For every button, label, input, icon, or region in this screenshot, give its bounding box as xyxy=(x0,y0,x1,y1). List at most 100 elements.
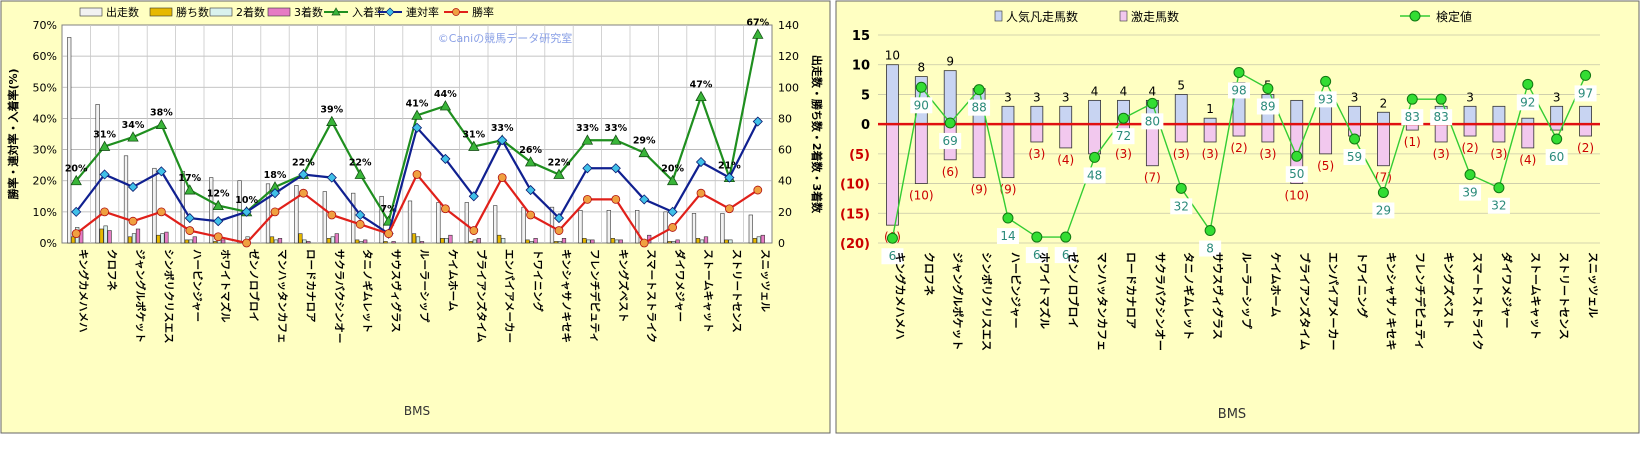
bar-1-1 xyxy=(99,228,104,244)
legend-swatch xyxy=(994,10,1003,22)
data-label: 31% xyxy=(93,129,116,140)
legend-marker xyxy=(452,8,460,16)
bar-ninki xyxy=(1059,105,1073,125)
bar-0-0 xyxy=(464,202,469,244)
marker-circle xyxy=(298,188,308,198)
bar-value-label: (7) xyxy=(1144,171,1161,185)
legend-swatch xyxy=(149,7,173,17)
bar-1-1 xyxy=(355,239,360,244)
bar-3-3 xyxy=(135,228,141,244)
test-value-label: 6 xyxy=(889,249,897,263)
category-label: キングズベスト xyxy=(1442,252,1456,329)
marker-diamond xyxy=(355,209,366,221)
bar-ninki xyxy=(1463,105,1477,125)
category-label: サウスヴィグラス xyxy=(390,249,403,333)
bar-value-label: 8 xyxy=(917,61,925,75)
bar-2-2 xyxy=(415,236,421,244)
bar-ninki xyxy=(886,64,899,125)
category-label: マンハッタンカフェ xyxy=(1096,252,1109,351)
data-label: 20% xyxy=(661,164,684,175)
test-value-label-bg xyxy=(1199,240,1222,257)
marker-diamond xyxy=(525,184,536,196)
test-value-marker xyxy=(1031,231,1043,243)
bar-0-0 xyxy=(67,37,72,244)
bar-value-label: (3) xyxy=(1202,147,1219,161)
test-value-label-bg xyxy=(1372,202,1395,219)
bar-3-3 xyxy=(561,238,567,244)
test-value-label-bg xyxy=(968,99,991,116)
marker-circle xyxy=(270,207,280,217)
marker-triangle xyxy=(411,109,423,120)
test-value-label-bg xyxy=(1141,113,1164,130)
marker-circle xyxy=(696,188,706,198)
data-label: 17% xyxy=(178,173,201,184)
category-label: ゼンノロブロイ xyxy=(248,249,261,322)
category-label: ロードカナロア xyxy=(1124,252,1137,329)
y-tick-label: (20) xyxy=(840,237,870,252)
bar-value-label: (2) xyxy=(1231,141,1248,155)
test-value-label-bg xyxy=(1459,184,1482,201)
category-label: ブライアンズタイム xyxy=(1298,252,1312,350)
category-label: キングカメハメハ xyxy=(77,249,90,333)
category-label: タニノギムレット xyxy=(1182,252,1196,340)
bar-value-label: (3) xyxy=(1028,147,1045,161)
bar-0-0 xyxy=(152,167,157,244)
legend-label: 連対率 xyxy=(406,5,439,19)
bar-gekiso xyxy=(1463,123,1477,137)
bar-value-label: 5 xyxy=(1177,78,1185,92)
marker-diamond xyxy=(667,206,678,217)
marker-diamond xyxy=(610,163,621,174)
legend-label: 検定値 xyxy=(1436,9,1472,24)
test-value-marker xyxy=(1551,133,1563,145)
marker-triangle xyxy=(610,134,622,145)
test-value-marker xyxy=(1060,231,1072,243)
marker-diamond xyxy=(184,213,195,224)
bar-1-1 xyxy=(610,238,615,244)
bar-3-3 xyxy=(107,230,112,244)
category-label: エンパイアメーカー xyxy=(503,249,515,343)
y-tick-label-left: 70% xyxy=(33,19,57,32)
data-label: 44% xyxy=(434,89,457,100)
data-label: 12% xyxy=(207,189,230,200)
data-label: 47% xyxy=(690,80,713,91)
test-value-label-bg xyxy=(1083,167,1106,184)
category-label: スマートストライク xyxy=(645,249,657,343)
bar-gekiso xyxy=(1203,123,1217,143)
marker-diamond xyxy=(582,163,593,174)
data-label: 18% xyxy=(264,170,287,181)
marker-diamond xyxy=(298,169,309,180)
bar-ninki xyxy=(1348,105,1361,125)
bar-1-1 xyxy=(383,241,388,244)
bar-gekiso xyxy=(1261,123,1275,143)
category-label: ルーラーシップ xyxy=(418,249,431,323)
y-tick-label: 0 xyxy=(861,118,870,133)
bar-0-0 xyxy=(209,177,214,244)
marker-diamond xyxy=(99,169,110,180)
y-tick-label-left: 50% xyxy=(33,81,57,94)
bar-0-0 xyxy=(95,104,100,244)
data-label: 22% xyxy=(292,157,315,168)
bar-ninki xyxy=(1377,111,1390,125)
category-label: ジャングルポケット xyxy=(134,249,147,343)
watermark-text: ©Caniの競馬データ研究室 xyxy=(438,31,572,45)
y-tick-label-left: 10% xyxy=(33,206,57,219)
test-value-label: 14 xyxy=(1000,229,1015,243)
category-label: サウスヴィグラス xyxy=(1211,252,1225,340)
bar-1-1 xyxy=(269,236,275,244)
category-label: スマートストライク xyxy=(1471,252,1484,350)
bar-1-1 xyxy=(468,241,473,244)
y-tick-label-right: 140 xyxy=(778,19,799,32)
bar-3-3 xyxy=(192,236,197,244)
test-value-label: 69 xyxy=(943,134,958,148)
category-label: スニッツェル xyxy=(759,249,771,312)
marker-circle xyxy=(611,194,621,204)
marker-triangle xyxy=(468,140,480,151)
test-value-marker xyxy=(1406,93,1418,105)
category-label: ホワイトマズル xyxy=(1038,252,1052,329)
marker-diamond xyxy=(724,172,735,183)
test-value-label: 88 xyxy=(971,101,986,115)
bar-2-2 xyxy=(302,239,307,244)
marker-circle xyxy=(355,219,365,229)
test-value-label: 90 xyxy=(914,98,929,112)
